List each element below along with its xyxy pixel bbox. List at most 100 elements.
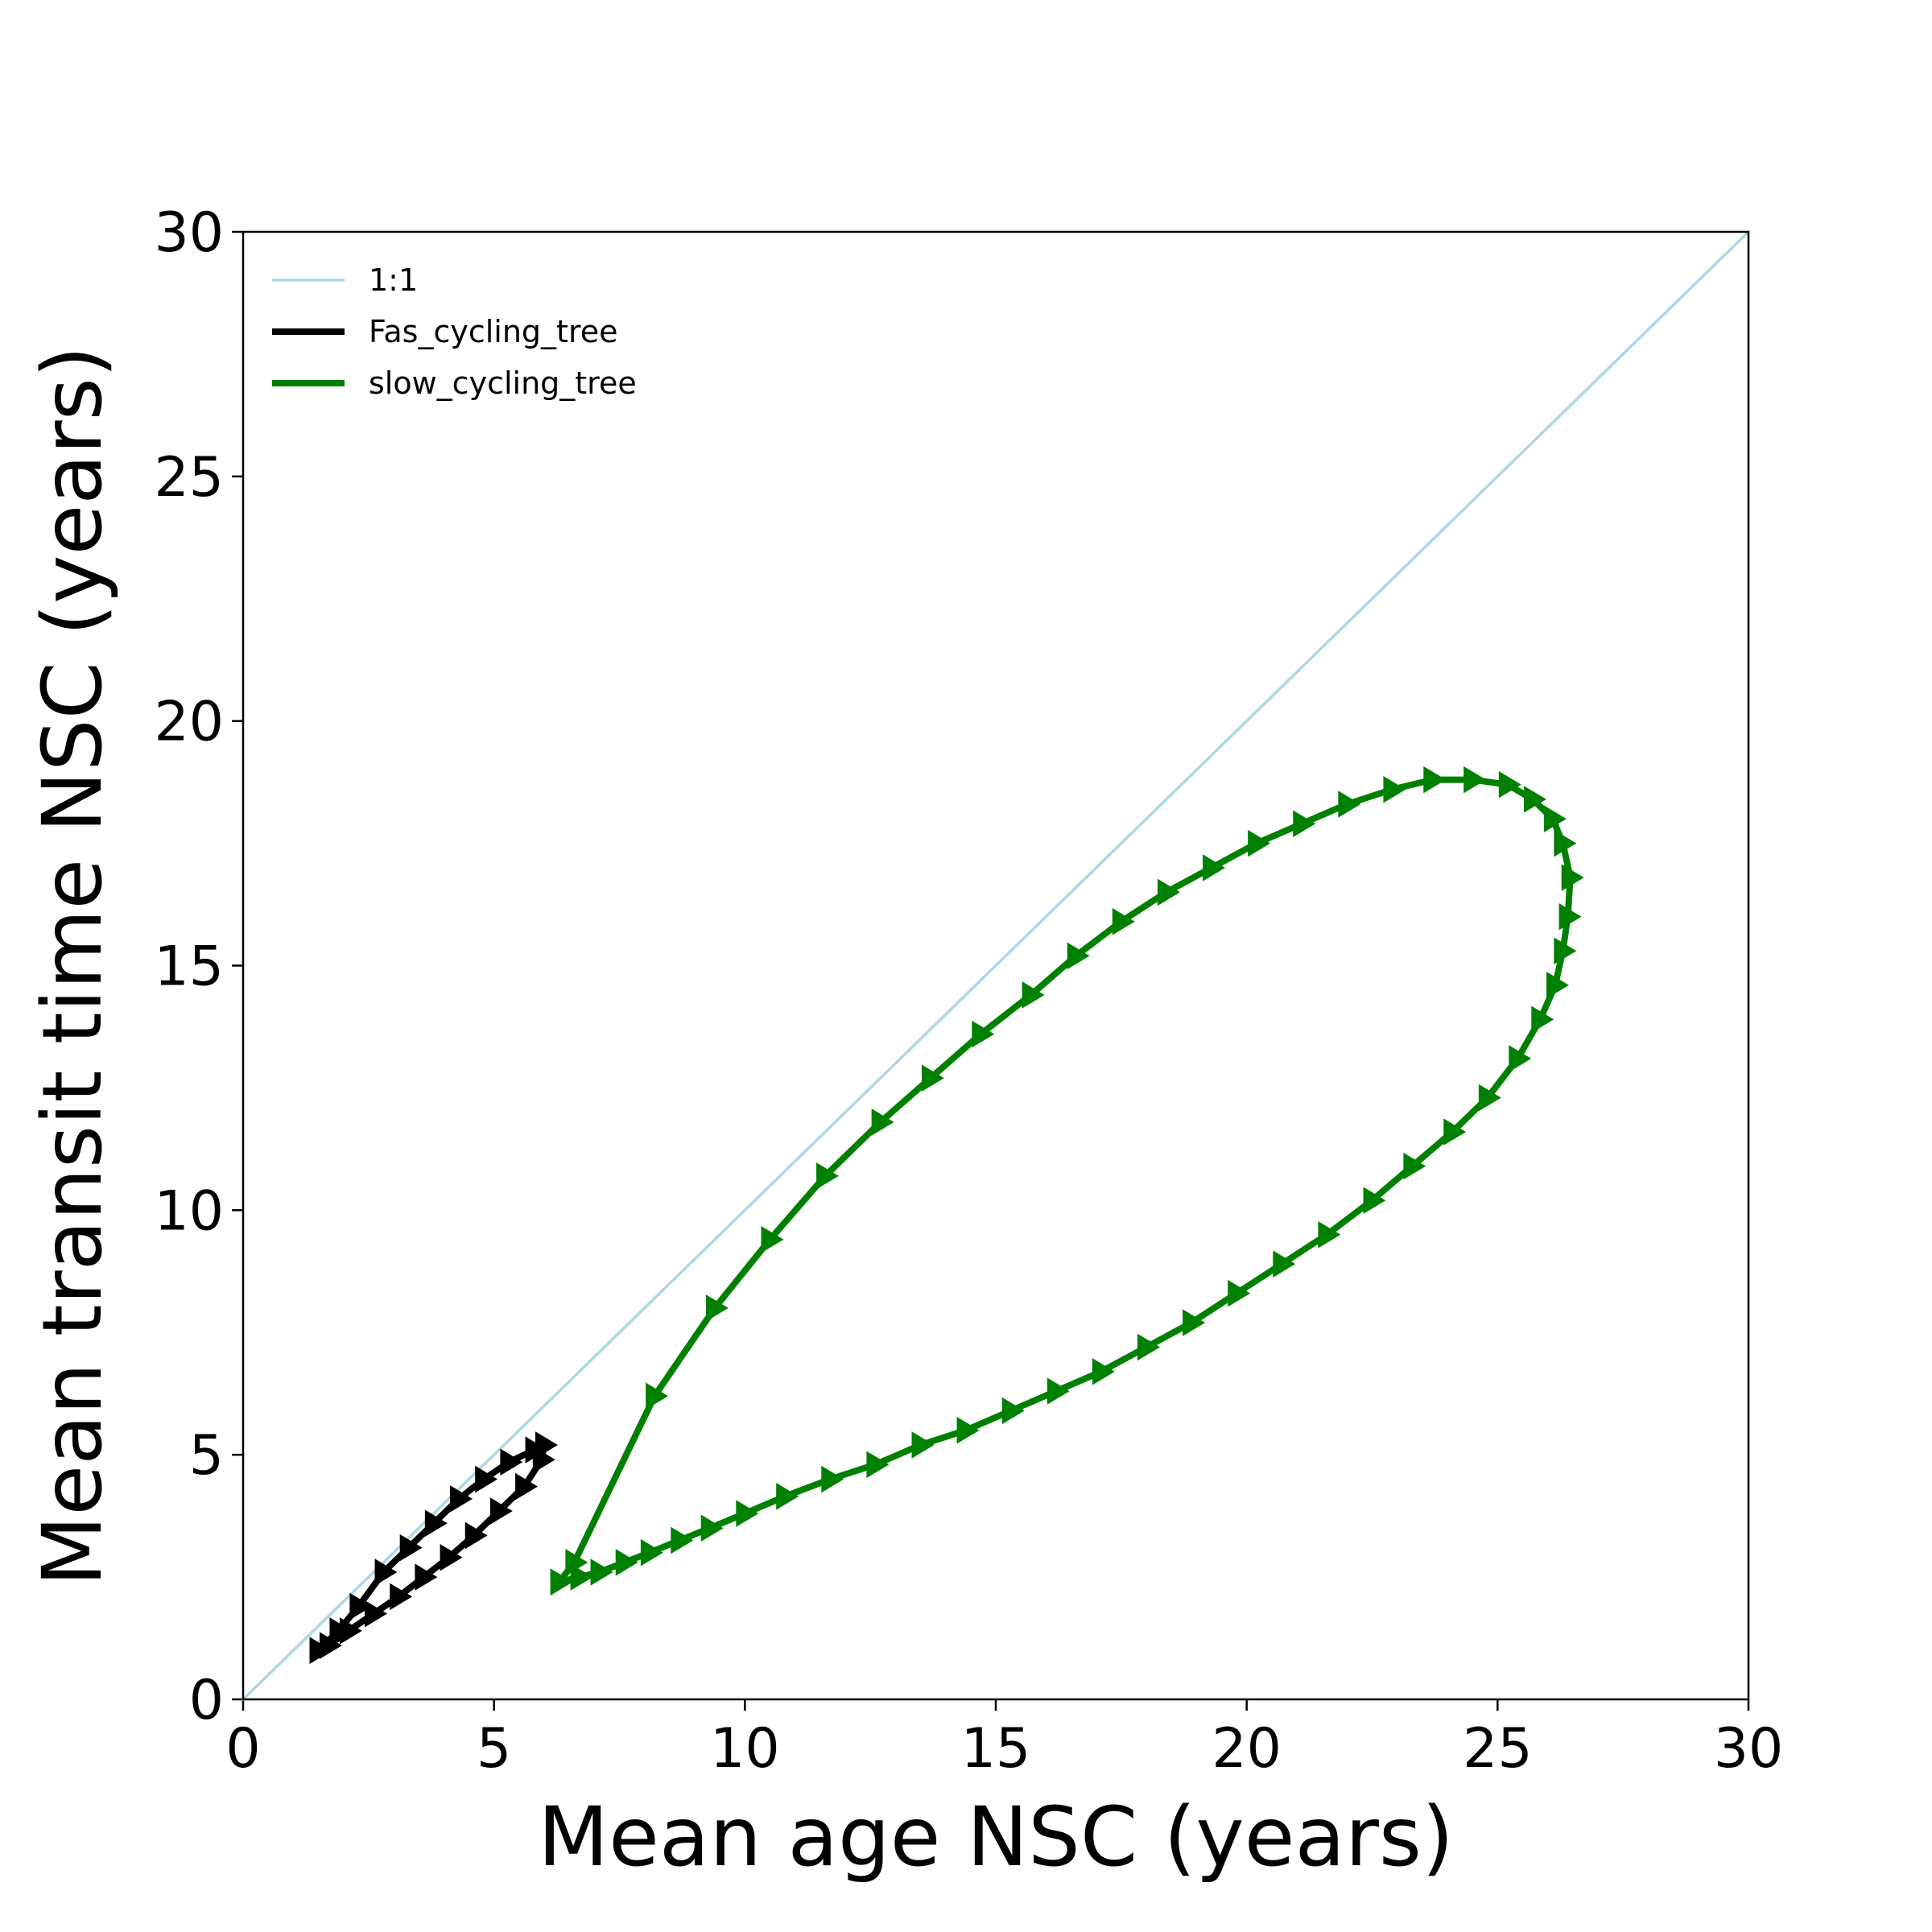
x-tick-label: 25 [1463, 1717, 1533, 1781]
data-point [1423, 766, 1447, 794]
data-point [535, 1431, 558, 1459]
data-point [776, 1483, 799, 1510]
x-tick-label: 5 [477, 1717, 511, 1781]
data-point [736, 1500, 759, 1527]
data-point [640, 1538, 663, 1567]
series-1:1 [242, 230, 1750, 1701]
data-point [475, 1465, 498, 1493]
data-point [1183, 1309, 1206, 1336]
y-tick-label: 25 [154, 446, 224, 510]
data-point [1157, 878, 1180, 906]
data-point [821, 1465, 844, 1493]
series-layer [242, 230, 1750, 1701]
y-tick-label: 5 [189, 1424, 224, 1488]
data-point [615, 1549, 638, 1576]
legend-label: Fas_cycling_tree [369, 314, 618, 349]
data-point [1067, 942, 1090, 970]
data-point [550, 1568, 573, 1596]
data-point [1498, 770, 1521, 799]
data-point [570, 1563, 593, 1591]
data-point [440, 1544, 463, 1571]
data-point [349, 1592, 373, 1620]
series-Fas_cycling_tree [309, 1431, 558, 1664]
data-point [1509, 1045, 1532, 1072]
data-point [1293, 810, 1316, 838]
y-tick-label: 10 [154, 1179, 224, 1243]
data-point [1546, 972, 1569, 999]
y-axis-label: Mean transit time NSC (years) [25, 345, 121, 1586]
data-point [1112, 908, 1135, 935]
series-slow_cycling_tree [550, 766, 1584, 1596]
data-point [339, 1617, 362, 1645]
data-point [1463, 766, 1487, 794]
legend-label: 1:1 [369, 262, 418, 298]
data-point [1203, 854, 1225, 881]
data-point [705, 1294, 729, 1322]
data-point [399, 1534, 423, 1562]
data-point [1443, 1118, 1467, 1146]
data-point [1403, 1152, 1426, 1180]
data-point [1046, 1377, 1070, 1405]
y-tick-label: 30 [154, 201, 224, 265]
x-tick-label: 15 [961, 1717, 1031, 1781]
data-point [1543, 805, 1567, 832]
data-point [489, 1497, 513, 1525]
data-point [1383, 775, 1406, 803]
series-line [242, 230, 1750, 1701]
data-point [956, 1417, 980, 1444]
data-point [1363, 1187, 1386, 1214]
data-point [700, 1514, 724, 1542]
y-tick-label: 0 [189, 1669, 224, 1732]
data-point [450, 1485, 473, 1513]
data-point [911, 1431, 935, 1459]
data-point [1228, 1279, 1251, 1307]
data-point [761, 1226, 784, 1253]
x-tick-label: 30 [1714, 1717, 1784, 1781]
x-tick-label: 10 [710, 1717, 780, 1781]
data-point [1001, 1397, 1025, 1425]
data-point [1558, 902, 1582, 931]
data-point [671, 1526, 694, 1554]
data-point [1092, 1358, 1115, 1385]
data-point [464, 1521, 488, 1550]
data-point [1478, 1084, 1501, 1112]
data-point [866, 1451, 890, 1479]
data-point [590, 1558, 613, 1586]
data-point [1248, 829, 1271, 857]
data-point [816, 1162, 840, 1190]
data-point [1022, 981, 1045, 1009]
data-point [415, 1563, 438, 1591]
x-axis-label: Mean age NSC (years) [538, 1790, 1454, 1885]
data-point [515, 1472, 539, 1501]
plot-frame [242, 230, 1750, 1701]
y-tick-label: 20 [154, 691, 224, 754]
data-point [1338, 791, 1361, 818]
data-point [424, 1509, 448, 1538]
data-point [1318, 1220, 1341, 1249]
data-point [1554, 829, 1577, 857]
data-point [365, 1600, 388, 1628]
data-point [646, 1382, 669, 1410]
data-point [532, 1446, 555, 1474]
data-point [500, 1448, 523, 1476]
data-point [309, 1637, 332, 1664]
data-point [1554, 937, 1577, 965]
data-point [1531, 1005, 1554, 1034]
x-tick-label: 0 [225, 1717, 260, 1781]
legend: 1:1 Fas_cycling_tree slow_cycling_tree [272, 262, 637, 401]
data-point [1561, 864, 1584, 891]
x-tick-label: 20 [1212, 1717, 1282, 1781]
data-point [390, 1583, 413, 1611]
data-point [374, 1558, 398, 1586]
legend-label: slow_cycling_tree [369, 365, 637, 401]
data-point [921, 1064, 944, 1092]
data-point [1523, 786, 1546, 813]
data-point [1137, 1333, 1160, 1361]
data-point [972, 1020, 995, 1048]
y-tick-label: 15 [154, 935, 224, 999]
axis-ticks: 0 5 10 15 20 25 30 0 5 10 15 20 25 30 [154, 201, 1783, 1781]
data-point [871, 1108, 894, 1136]
data-point [1273, 1250, 1296, 1278]
